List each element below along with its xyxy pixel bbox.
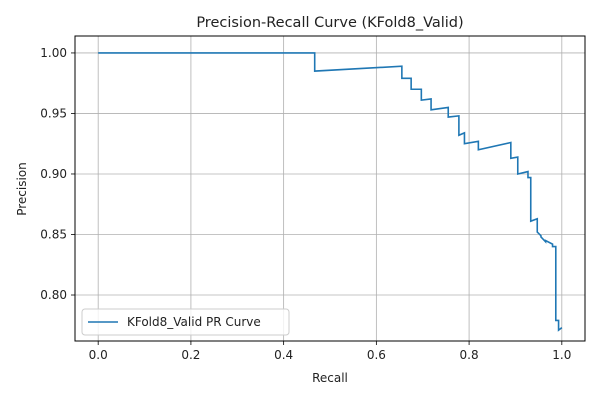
y-tick-label: 1.00 [40,46,67,60]
x-tick-label: 0.2 [181,348,200,362]
x-axis-ticks: 0.0 0.2 0.4 0.6 0.8 1.0 [89,341,571,362]
y-tick-label: 0.95 [40,106,67,120]
legend-entry: KFold8_Valid PR Curve [127,315,261,329]
y-tick-label: 0.85 [40,227,67,241]
legend-box [81,308,290,336]
x-tick-label: 0.6 [367,348,386,362]
y-axis-ticks: 0.80 0.85 0.90 0.95 1.00 [40,46,75,302]
x-tick-label: 0.4 [274,348,293,362]
x-tick-label: 0.0 [89,348,108,362]
series-layer [98,52,563,332]
chart-title: Precision-Recall Curve (KFold8_Valid) [196,15,463,31]
y-tick-label: 0.90 [40,167,67,181]
y-tick-label: 0.80 [40,288,67,302]
x-axis-label: Recall [312,371,348,385]
x-tick-label: 0.8 [460,348,479,362]
x-tick-label: 1.0 [552,348,571,362]
plot-frame [74,35,586,342]
pr-curve-line [98,52,563,332]
y-axis-label: Precision [15,162,29,216]
legend: KFold8_Valid PR Curve [81,308,290,336]
